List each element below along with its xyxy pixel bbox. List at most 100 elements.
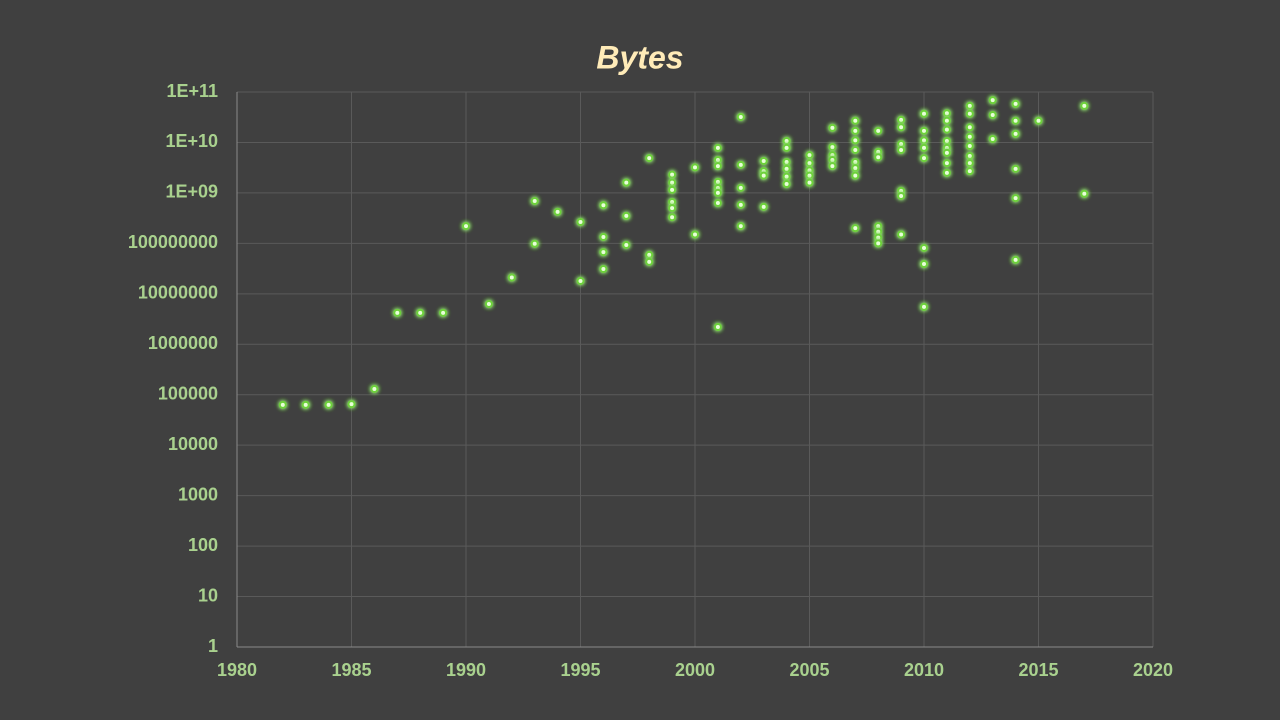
point [920,109,928,118]
point [920,259,928,268]
point [874,239,883,248]
point [278,400,287,409]
point [942,136,951,145]
point [1011,194,1020,203]
x-tick-label: 2000 [675,660,715,680]
chart-title: Bytes [596,39,683,75]
point [988,111,997,120]
point [805,159,814,168]
point [897,145,906,154]
point [622,211,631,220]
x-tick-label: 2015 [1018,660,1058,680]
y-tick-label: 100000000 [128,232,218,252]
point [347,400,356,409]
x-tick-label: 2020 [1133,660,1173,680]
x-tick-label: 1985 [331,660,371,680]
point [782,164,791,173]
point [713,188,722,197]
point [713,162,722,171]
point [1080,189,1089,198]
point [965,142,974,151]
point [965,167,974,176]
point [965,109,974,118]
point [736,200,745,209]
point [736,160,745,169]
point [782,180,791,189]
point [920,136,928,145]
point [851,171,860,180]
point [920,243,928,252]
point [805,178,814,187]
point [668,204,677,213]
point [851,164,860,173]
point [805,171,814,180]
point [393,308,402,317]
point [1011,129,1020,138]
point [301,400,310,409]
point [668,213,677,222]
point [759,156,768,165]
point [668,185,677,194]
point [416,308,425,317]
point [530,197,539,206]
point [370,384,379,393]
point [599,248,608,257]
point [851,136,860,145]
point [897,115,906,124]
point [828,143,837,152]
point [965,132,974,141]
point [576,218,585,227]
point [851,126,860,135]
point [713,143,722,152]
point [713,199,722,208]
point [439,308,448,317]
point [988,135,997,144]
point [736,112,745,121]
y-tick-label: 10 [198,585,218,605]
point [851,116,860,125]
point [920,302,928,311]
x-tick-label: 2010 [904,660,944,680]
point [622,178,631,187]
point [965,151,974,160]
point [1011,255,1020,264]
y-tick-label: 1E+10 [165,131,218,151]
point [553,207,562,216]
point [851,157,860,166]
point [668,170,677,179]
point [782,143,791,152]
point [965,123,974,132]
point [897,123,906,132]
x-tick-label: 2005 [789,660,829,680]
y-tick-label: 100000 [158,383,218,403]
y-tick-label: 10000 [168,434,218,454]
point [1034,116,1043,125]
point [782,136,791,145]
point [851,224,860,233]
point [691,230,699,239]
point [920,154,928,163]
point [736,222,745,231]
y-tick-label: 1000 [178,484,218,504]
x-tick-label: 1995 [560,660,600,680]
y-tick-label: 10000000 [138,283,218,303]
point [530,239,539,248]
point [759,171,768,180]
point [645,154,654,163]
point [645,250,654,259]
point [942,159,951,168]
point [622,240,631,249]
point [874,126,883,135]
point [713,322,722,331]
point [1011,116,1020,125]
point [828,162,837,171]
point [1011,99,1020,108]
y-tick-label: 1 [208,636,218,656]
point [599,265,608,274]
point [897,191,906,200]
point [599,232,608,241]
y-tick-label: 100 [188,535,218,555]
point [942,125,951,134]
y-tick-label: 1000000 [148,333,218,353]
